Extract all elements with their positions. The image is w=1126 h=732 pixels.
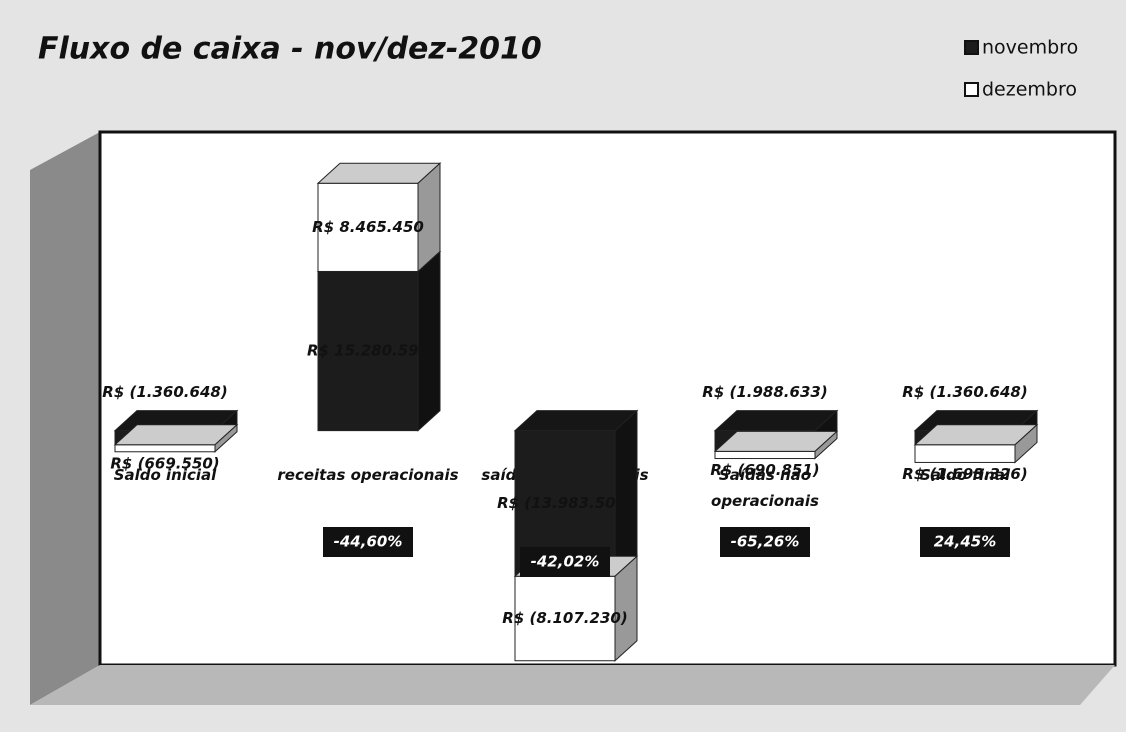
change-badge: -42,02% bbox=[520, 547, 610, 577]
bar-front bbox=[514, 575, 616, 662]
bar-front bbox=[114, 444, 216, 453]
bar bbox=[113, 423, 239, 453]
change-label: 24,45% bbox=[934, 533, 996, 551]
category-label-box: receitas operacionais bbox=[277, 466, 459, 484]
value-label: R$ 15.280.596 bbox=[307, 342, 429, 360]
bar bbox=[713, 430, 839, 460]
category-label-box: Saldo final bbox=[919, 466, 1011, 484]
bar-front bbox=[914, 444, 1016, 463]
value-label: R$ (669.550) bbox=[110, 454, 219, 472]
value-label: R$ (1.360.648) bbox=[102, 383, 227, 401]
bar-side bbox=[614, 555, 638, 662]
bar bbox=[913, 423, 1039, 464]
bar-side bbox=[214, 423, 238, 453]
value-label: R$ 8.465.450 bbox=[312, 218, 424, 236]
change-label: -65,26% bbox=[731, 533, 800, 551]
bar-front bbox=[714, 450, 816, 460]
value-label: R$ (1.693.326) bbox=[902, 465, 1027, 483]
bar bbox=[316, 162, 442, 273]
category-label: Saldo final bbox=[919, 466, 1011, 484]
change-box bbox=[920, 527, 1010, 557]
category-label-box: Saldo inicial bbox=[113, 466, 217, 484]
value-label: R$ (8.107.230) bbox=[502, 609, 627, 627]
value-label: R$ (13.983.508) bbox=[497, 494, 633, 512]
category-label: Saldo inicial bbox=[113, 466, 217, 484]
value-label: R$ (690.851) bbox=[710, 461, 819, 479]
category-label: receitas operacionais bbox=[277, 466, 459, 484]
change-label: -44,60% bbox=[334, 533, 403, 551]
bar-side bbox=[417, 162, 441, 273]
legend-swatch bbox=[964, 40, 979, 55]
side-wall bbox=[30, 132, 100, 705]
change-badge: 24,45% bbox=[920, 527, 1010, 557]
value-label: R$ (1.988.633) bbox=[702, 383, 827, 401]
legend-swatch bbox=[964, 82, 979, 97]
change-box bbox=[323, 527, 413, 557]
legend-label: dezembro bbox=[982, 79, 1077, 101]
change-label: -42,02% bbox=[531, 553, 600, 571]
category-label: Saídas não operacionais bbox=[711, 466, 819, 510]
bar-side bbox=[1014, 423, 1038, 464]
floor bbox=[30, 665, 1115, 705]
category-label-box: Saídas não operacionais bbox=[711, 466, 819, 510]
change-badge: -65,26% bbox=[720, 527, 810, 557]
change-box bbox=[720, 527, 810, 557]
bar-front bbox=[317, 270, 419, 432]
change-badge: -44,60% bbox=[323, 527, 413, 557]
bar-side bbox=[814, 430, 838, 460]
bar-front bbox=[317, 182, 419, 272]
legend-label: novembro bbox=[982, 37, 1078, 59]
change-box bbox=[520, 547, 610, 577]
value-label: R$ (1.360.648) bbox=[902, 383, 1027, 401]
chart-title: Fluxo de caixa - nov/dez-2010 bbox=[38, 32, 542, 67]
